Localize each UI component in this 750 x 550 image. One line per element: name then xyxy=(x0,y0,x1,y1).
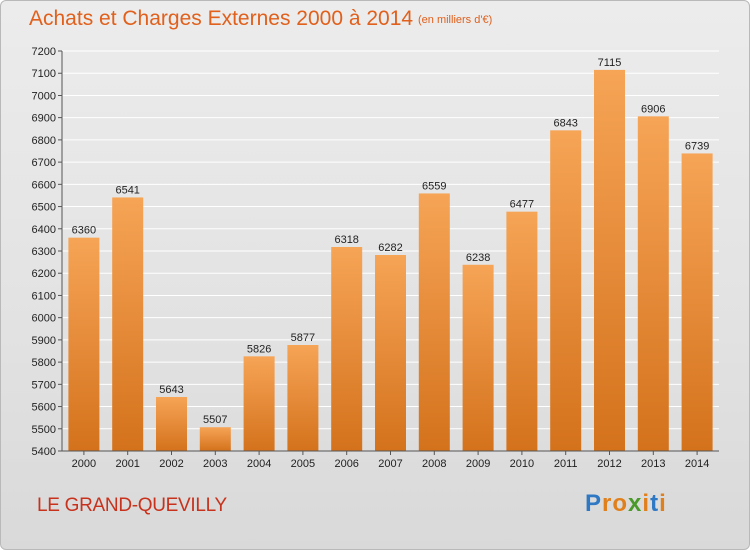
logo-letter: o xyxy=(612,490,629,517)
bar-value-label: 6360 xyxy=(72,225,96,237)
data-labels: 6360 6541 5643 5507 5826 5877 6318 6282 6559 6238… xyxy=(72,57,710,426)
bar-value-label: 5643 xyxy=(159,384,183,396)
bar-value-label: 5507 xyxy=(203,414,227,426)
x-tick-label: 2004 xyxy=(247,458,271,470)
bar-value-label: 6318 xyxy=(334,234,358,246)
bar-value-label: 7115 xyxy=(598,57,622,69)
logo-letter: t xyxy=(650,490,660,517)
bar xyxy=(637,116,669,451)
bar xyxy=(199,427,231,451)
y-tick-label: 6100 xyxy=(32,290,56,302)
bar xyxy=(375,255,406,451)
bar xyxy=(462,264,494,451)
y-tick-label: 5700 xyxy=(32,379,56,391)
x-tick-label: 2001 xyxy=(115,458,139,470)
commune-name: LE GRAND-QUEVILLY xyxy=(37,495,227,516)
bar xyxy=(331,247,363,451)
y-tick-label: 6600 xyxy=(32,179,56,191)
x-tick-label: 2011 xyxy=(554,458,578,470)
proxiti-logo: Proxiti xyxy=(585,490,667,518)
y-tick-label: 5900 xyxy=(32,335,56,347)
bar-value-label: 6906 xyxy=(641,103,665,115)
bar xyxy=(156,397,187,451)
y-tick-label: 6200 xyxy=(32,268,56,280)
bar-value-label: 6559 xyxy=(422,180,446,192)
bar-value-label: 6541 xyxy=(115,184,139,196)
bar-value-label: 6282 xyxy=(378,242,402,254)
x-tick-label: 2005 xyxy=(291,458,315,470)
bar xyxy=(418,193,450,451)
x-axis-ticks: 2000 2001 2002 2003 2004 2005 2006 2007 2008 2009… xyxy=(72,451,709,470)
x-tick-label: 2014 xyxy=(685,458,709,470)
bar-value-label: 6477 xyxy=(510,199,534,211)
logo-letter: i xyxy=(642,490,651,517)
y-tick-label: 6500 xyxy=(32,202,56,214)
x-tick-label: 2012 xyxy=(597,458,621,470)
x-tick-label: 2010 xyxy=(510,458,534,470)
bars xyxy=(68,69,713,452)
y-tick-label: 5600 xyxy=(32,402,56,414)
x-tick-label: 2000 xyxy=(72,458,96,470)
y-tick-label: 7000 xyxy=(32,90,56,102)
logo-letter: i xyxy=(659,490,667,517)
bar xyxy=(594,69,625,451)
bar-value-label: 6238 xyxy=(466,252,490,264)
y-tick-label: 7200 xyxy=(32,46,56,58)
y-tick-label: 5400 xyxy=(32,446,56,458)
x-tick-label: 2006 xyxy=(334,458,358,470)
y-axis-ticks: 5400 5500 5600 5700 5800 5900 6000 6100 6200 6300… xyxy=(32,46,62,458)
x-tick-label: 2002 xyxy=(159,458,183,470)
bar xyxy=(550,130,582,452)
bar xyxy=(287,345,319,451)
y-tick-label: 6000 xyxy=(32,313,56,325)
logo-letter: P xyxy=(585,490,603,517)
bar-value-label: 5826 xyxy=(247,343,271,355)
y-tick-label: 6300 xyxy=(32,246,56,258)
y-tick-label: 7100 xyxy=(32,68,56,80)
logo-letter: x xyxy=(628,490,643,517)
bar xyxy=(112,197,144,451)
bar xyxy=(68,237,100,451)
x-tick-label: 2008 xyxy=(422,458,446,470)
bar xyxy=(681,153,713,451)
y-tick-label: 6800 xyxy=(32,135,56,147)
bar-value-label: 6843 xyxy=(553,117,577,129)
y-tick-label: 6900 xyxy=(32,113,56,125)
chart-subtitle: (en milliers d'€) xyxy=(418,14,493,26)
y-tick-label: 6700 xyxy=(32,157,56,169)
logo-letter: r xyxy=(602,490,613,517)
y-tick-label: 5800 xyxy=(32,357,56,369)
bar xyxy=(506,211,538,451)
x-tick-label: 2009 xyxy=(466,458,490,470)
bar-value-label: 5877 xyxy=(291,332,315,344)
x-tick-label: 2013 xyxy=(641,458,665,470)
y-tick-label: 6400 xyxy=(32,224,56,236)
chart-title: Achats et Charges Externes 2000 à 2014 xyxy=(29,7,414,30)
bar-value-label: 6739 xyxy=(685,140,709,152)
x-tick-label: 2007 xyxy=(378,458,402,470)
bar xyxy=(243,356,275,451)
x-tick-label: 2003 xyxy=(203,458,227,470)
y-tick-label: 5500 xyxy=(32,424,56,436)
